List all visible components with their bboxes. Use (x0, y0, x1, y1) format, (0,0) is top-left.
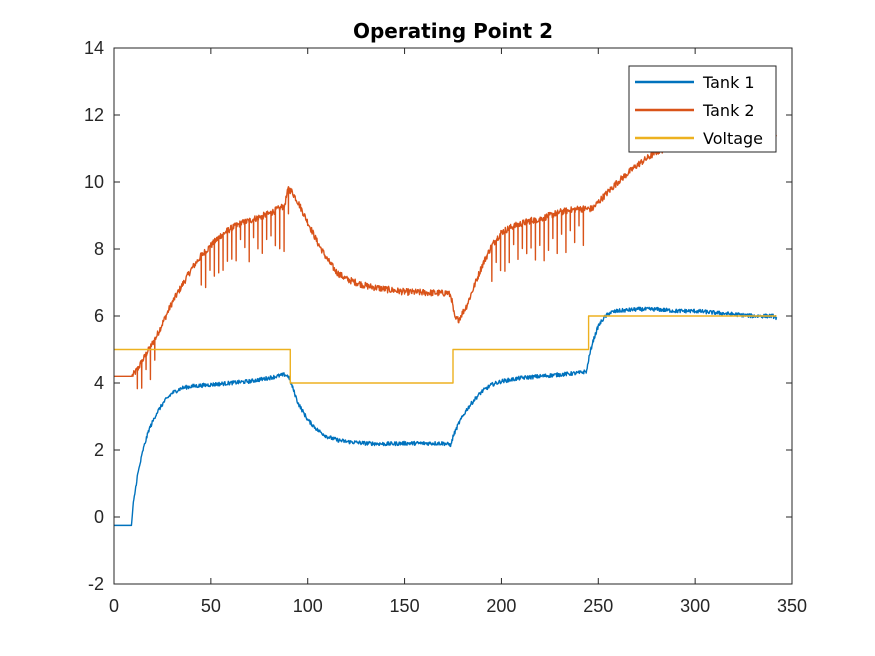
y-tick-label: 10 (84, 172, 104, 192)
x-tick-label: 100 (293, 596, 323, 616)
legend-label-voltage: Voltage (703, 129, 763, 148)
x-tick-label: 300 (680, 596, 710, 616)
x-tick-label: 0 (109, 596, 119, 616)
y-tick-label: 12 (84, 105, 104, 125)
x-tick-label: 50 (201, 596, 221, 616)
series-line-tank-2 (113, 132, 778, 390)
x-axis: 0 50 100 150 200 250 300 350 (109, 48, 807, 616)
y-tick-label: -2 (88, 574, 104, 594)
series-line-voltage (114, 315, 777, 384)
chart-title: Operating Point 2 (353, 19, 553, 43)
series-layer (113, 132, 778, 527)
x-tick-label: 250 (583, 596, 613, 616)
y-tick-label: 14 (84, 38, 104, 58)
legend-label-tank-1: Tank 1 (702, 73, 755, 92)
plot-frame (113, 47, 793, 585)
series-line-tank-1 (113, 306, 778, 527)
y-tick-label: 4 (94, 373, 104, 393)
legend-label-tank-2: Tank 2 (702, 101, 755, 120)
y-axis: -2 0 2 4 6 8 10 12 14 (84, 38, 792, 594)
y-tick-label: 8 (94, 239, 104, 259)
x-tick-label: 150 (390, 596, 420, 616)
legend[interactable]: Tank 1 Tank 2 Voltage (628, 65, 777, 153)
y-tick-label: 2 (94, 440, 104, 460)
x-tick-label: 350 (777, 596, 807, 616)
y-tick-label: 0 (94, 507, 104, 527)
y-tick-label: 6 (94, 306, 104, 326)
x-tick-label: 200 (486, 596, 516, 616)
